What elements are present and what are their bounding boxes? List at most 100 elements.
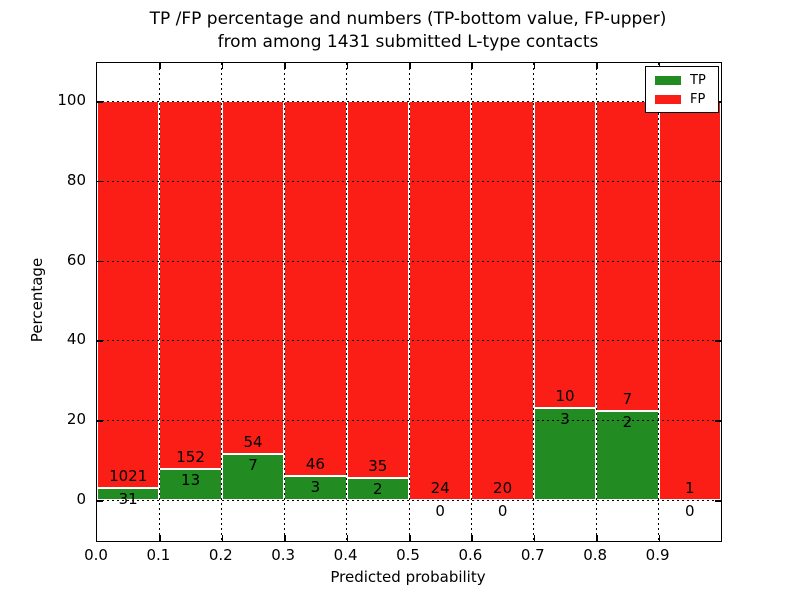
gridline-horizontal xyxy=(97,500,721,501)
x-tick-label: 0.1 xyxy=(146,546,171,564)
fp-count-label: 10 xyxy=(555,386,575,405)
x-axis-label: Predicted probability xyxy=(330,568,486,586)
fp-count-label: 1021 xyxy=(109,467,148,486)
gridline-horizontal xyxy=(97,340,721,342)
gridline-horizontal xyxy=(97,180,721,182)
gridline-vertical xyxy=(158,63,160,541)
fp-legend-label: FP xyxy=(690,92,706,107)
y-tick-mark xyxy=(715,420,721,422)
y-tick-mark xyxy=(97,101,103,103)
gridline-vertical xyxy=(533,63,535,541)
gridline-vertical xyxy=(221,63,223,541)
fp-count-label: 24 xyxy=(430,479,450,497)
legend-item-fp: FP xyxy=(646,90,718,109)
x-tick-mark xyxy=(221,535,224,541)
x-tick-mark xyxy=(533,63,536,69)
x-tick-label: 0.5 xyxy=(396,546,420,564)
bar-segment-fp xyxy=(97,101,160,489)
fp-count-label: 35 xyxy=(368,457,388,476)
y-tick-label: 20 xyxy=(66,410,86,429)
bar-segment-fp xyxy=(409,101,472,500)
gridline-vertical xyxy=(470,63,472,541)
bar-segment-fp xyxy=(159,101,222,469)
x-tick-mark xyxy=(346,63,349,69)
y-tick-mark xyxy=(97,420,103,422)
y-tick-mark xyxy=(97,260,103,263)
y-tick-label: 60 xyxy=(66,250,86,269)
x-tick-label: 0.0 xyxy=(84,546,108,564)
tp-count-label: 0 xyxy=(497,502,508,520)
tp-legend-label: TP xyxy=(690,73,706,88)
gridline-vertical xyxy=(346,63,348,541)
tp-count-label: 31 xyxy=(118,490,138,509)
x-tick-mark xyxy=(284,535,286,541)
y-tick-label: 40 xyxy=(66,330,86,349)
x-tick-label: 0.8 xyxy=(583,546,608,564)
x-tick-mark xyxy=(346,535,349,541)
x-tick-mark xyxy=(471,535,473,541)
gridline-vertical xyxy=(658,63,660,541)
x-tick-label: 0.6 xyxy=(458,546,483,564)
bar-segment-fp xyxy=(471,101,534,500)
tp-count-label: 3 xyxy=(560,409,570,428)
fp-count-label: 7 xyxy=(622,390,633,409)
tp-count-label: 2 xyxy=(373,480,383,499)
x-tick-mark xyxy=(409,535,411,541)
fp-count-label: 152 xyxy=(176,447,205,466)
y-tick-label: 0 xyxy=(76,490,86,508)
x-tick-mark xyxy=(533,535,536,541)
gridline-vertical xyxy=(408,63,410,541)
fp-count-label: 20 xyxy=(493,479,513,497)
x-tick-mark xyxy=(409,63,411,69)
gridline-vertical xyxy=(283,63,285,541)
chart-title-line1: TP /FP percentage and numbers (TP-bottom… xyxy=(149,9,667,29)
x-tick-label: 0.2 xyxy=(208,546,233,564)
gridline-horizontal xyxy=(97,420,721,422)
tp-count-label: 7 xyxy=(248,456,258,475)
y-tick-mark xyxy=(715,260,721,263)
tp-count-label: 3 xyxy=(310,477,321,496)
gridline-vertical xyxy=(595,63,597,541)
bar-segment-fp xyxy=(658,101,721,500)
y-tick-mark xyxy=(715,180,721,183)
tp-legend-swatch-icon xyxy=(655,76,681,85)
x-tick-mark xyxy=(658,535,661,541)
chart-title-line2: from among 1431 submitted L-type contact… xyxy=(217,32,599,52)
y-tick-mark xyxy=(715,500,721,502)
bar-segment-fp xyxy=(596,101,659,412)
x-tick-label: 0.3 xyxy=(271,546,296,564)
bar-segment-fp xyxy=(221,101,285,455)
y-tick-mark xyxy=(97,180,103,183)
chart-title: TP /FP percentage and numbers (TP-bottom… xyxy=(96,8,720,54)
y-tick-mark xyxy=(715,340,721,342)
x-tick-label: 0.7 xyxy=(520,546,545,564)
x-tick-mark xyxy=(221,63,224,69)
gridline-horizontal xyxy=(97,260,721,262)
x-tick-mark xyxy=(284,63,286,69)
legend-item-tp: TP xyxy=(646,71,718,90)
fp-count-label: 1 xyxy=(685,479,695,497)
y-tick-mark xyxy=(97,340,103,342)
fp-count-label: 54 xyxy=(243,433,263,452)
y-tick-label: 100 xyxy=(57,91,86,109)
x-tick-mark xyxy=(596,535,598,541)
plot-area: 1021 31 152 13 54 7 46 3 35 2 24 0 20 0 10 3 7 2 1 0 xyxy=(96,62,722,542)
x-tick-mark xyxy=(159,63,161,69)
gridline-horizontal xyxy=(97,101,721,102)
tp-count-label: 13 xyxy=(181,470,201,489)
tp-count-label: 0 xyxy=(685,502,695,520)
bar-segment-fp xyxy=(533,101,597,408)
bar-segment-fp xyxy=(346,101,409,479)
tp-count-label: 0 xyxy=(435,502,445,520)
x-tick-label: 0.9 xyxy=(645,546,670,564)
fp-legend-swatch-icon xyxy=(655,95,681,104)
x-tick-mark xyxy=(159,535,161,541)
x-tick-mark xyxy=(596,63,598,69)
y-tick-mark xyxy=(97,500,103,502)
y-tick-label: 80 xyxy=(66,170,86,189)
fp-count-label: 46 xyxy=(305,454,325,473)
legend: TP FP xyxy=(645,66,719,113)
tp-count-label: 2 xyxy=(622,413,633,432)
x-tick-label: 0.4 xyxy=(333,546,358,564)
